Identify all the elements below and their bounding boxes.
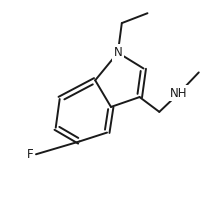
Text: N: N (114, 46, 122, 59)
Text: NH: NH (170, 87, 188, 100)
Text: F: F (26, 148, 33, 161)
